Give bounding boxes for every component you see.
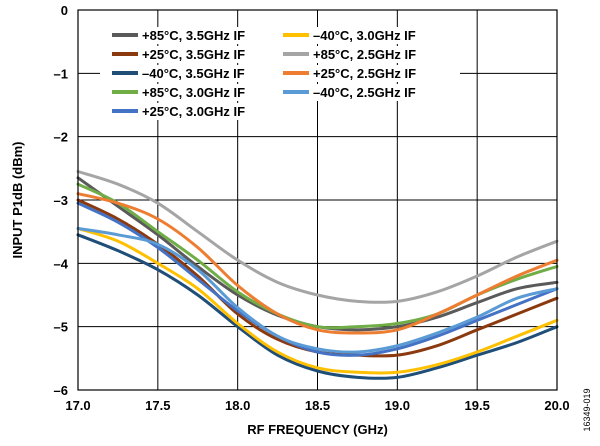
y-tick-label: –4 xyxy=(54,256,69,271)
series-line-7 xyxy=(76,192,559,335)
x-axis-label: RF FREQUENCY (GHz) xyxy=(247,422,388,437)
x-tick-label: 18.0 xyxy=(225,398,250,413)
x-axis-ticks: 17.0 17.5 18.0 18.5 19.0 19.5 20.0 xyxy=(65,398,569,413)
legend-entry-bg xyxy=(100,84,289,101)
legend-entry-bg xyxy=(100,27,289,44)
series-lines xyxy=(76,170,559,380)
y-axis-label: INPUT P1dB (dBm) xyxy=(10,142,25,259)
x-tick-label: 18.5 xyxy=(305,398,330,413)
legend-entry-bg xyxy=(100,103,289,120)
legend-entry-bg xyxy=(271,65,460,82)
x-tick-label: 19.5 xyxy=(465,398,490,413)
legend-label: +25°C, 3.5GHz IF xyxy=(142,47,245,62)
legend-entry-bg xyxy=(271,46,460,63)
legend-entry-bg xyxy=(100,46,289,63)
x-tick-label: 20.0 xyxy=(544,398,569,413)
legend-label: –40°C, 2.5GHz IF xyxy=(313,85,416,100)
legend-label: –40°C, 3.5GHz IF xyxy=(142,66,245,81)
series-line-8 xyxy=(76,227,559,354)
legend-entry-bg xyxy=(271,84,460,101)
plot-frame xyxy=(77,9,558,391)
legend-label: +85°C, 3.0GHz IF xyxy=(142,85,245,100)
figure-id: 16349-019 xyxy=(582,388,592,431)
x-tick-label: 17.5 xyxy=(145,398,170,413)
series-line-6 xyxy=(76,170,559,304)
x-tick-label: 17.0 xyxy=(65,398,90,413)
y-tick-label: –3 xyxy=(54,193,68,208)
y-tick-label: –6 xyxy=(54,383,68,398)
y-axis-ticks: 0 –1 –2 –3 –4 –5 –6 xyxy=(54,3,69,398)
x-tick-label: 19.0 xyxy=(385,398,410,413)
legend-label: +85°C, 2.5GHz IF xyxy=(313,47,416,62)
legend: +85°C, 3.5GHz IF +25°C, 3.5GHz IF –40°C, 3… xyxy=(100,27,460,120)
legend-label: +25°C, 2.5GHz IF xyxy=(313,66,416,81)
legend-label: +85°C, 3.5GHz IF xyxy=(142,28,245,43)
series-line-5 xyxy=(76,227,559,375)
legend-entry-bg xyxy=(271,27,460,44)
series-line-2 xyxy=(76,233,559,380)
y-tick-label: –2 xyxy=(54,130,68,145)
series-line-4 xyxy=(76,201,559,357)
y-tick-label: 0 xyxy=(61,3,68,18)
y-tick-label: –1 xyxy=(54,66,68,81)
legend-label: +25°C, 3.0GHz IF xyxy=(142,104,245,119)
legend-entry-bg xyxy=(100,65,289,82)
y-tick-label: –5 xyxy=(54,320,68,335)
legend-label: –40°C, 3.0GHz IF xyxy=(313,28,416,43)
